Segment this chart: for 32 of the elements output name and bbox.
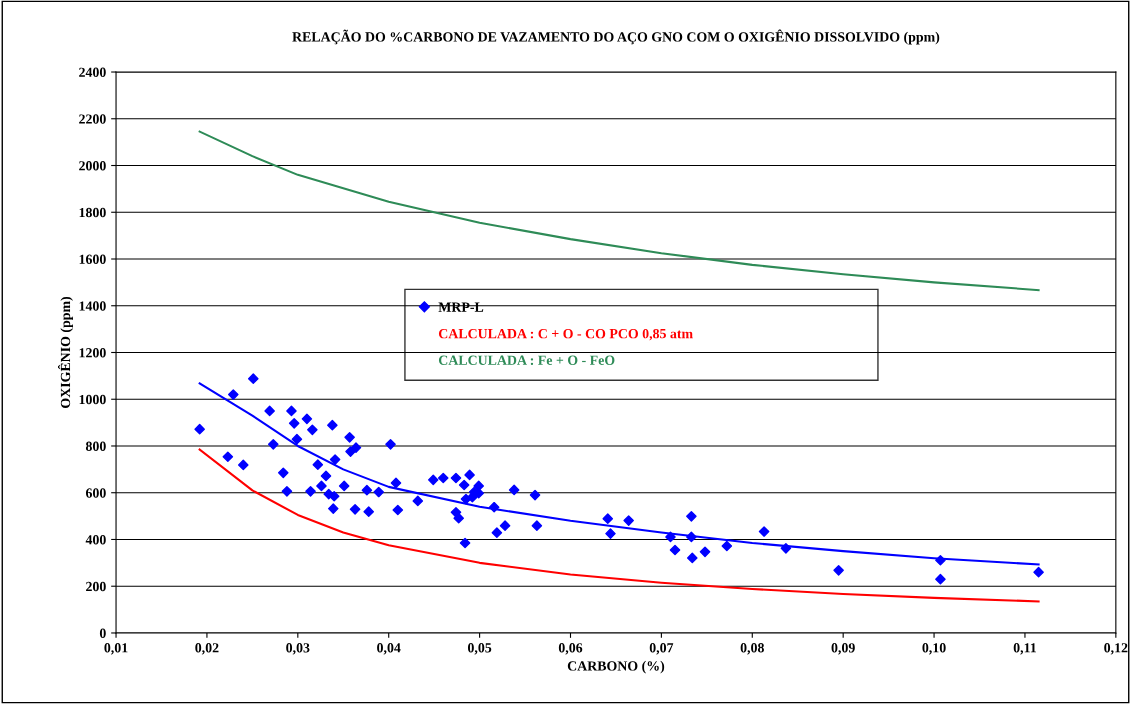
x-tick-label: 0,11 <box>1013 643 1037 655</box>
text: CALCULADA : Fe + O - FeO <box>438 355 615 365</box>
chart-title: RELAÇÃO DO %CARBONO DE VAZAMENTO DO AÇO GNO COM O OXIGÊNIO DISSOLVIDO (ppm) <box>292 29 940 45</box>
y-tick-label: 1000 <box>79 394 106 405</box>
line-series <box>198 448 1040 603</box>
y-tick-label: 1800 <box>79 207 106 218</box>
text: CALCULADA : C + O - CO PCO 0,85 atm <box>438 328 693 341</box>
x-tick-label: 0,03 <box>286 643 310 655</box>
x-axis-title: CARBONO (%) <box>567 660 665 674</box>
y-tick-label: 0 <box>99 628 106 638</box>
x-tick-label: 0,06 <box>558 643 583 655</box>
y-tick-label: 2000 <box>79 161 106 171</box>
y-tick-label: 600 <box>85 488 106 498</box>
y-tick-label: 200 <box>86 581 106 592</box>
x-tick-label: 0,01 <box>104 643 128 655</box>
x-tick-label: 0,05 <box>467 643 492 655</box>
x-tick-label: 0,12 <box>1104 643 1128 655</box>
y-tick-label: 2400 <box>79 67 106 77</box>
y-tick-label: 800 <box>85 441 106 451</box>
y-tick-label: 1400 <box>79 301 106 311</box>
x-tick-label: 0,10 <box>922 643 946 655</box>
y-tick-label: 1200 <box>79 348 106 358</box>
x-tick-label: 0,08 <box>740 643 764 655</box>
y-tick-label: 400 <box>85 535 106 545</box>
x-tick-label: 0,07 <box>649 643 674 655</box>
x-tick-label: 0,02 <box>195 643 219 655</box>
x-tick-label: 0,04 <box>377 643 401 655</box>
x-tick-label: 0,09 <box>831 643 855 655</box>
y-tick-label: 2200 <box>79 114 106 124</box>
y-tick-label: 1600 <box>79 254 106 264</box>
y-axis-title: OXIGÊNIO (ppm) <box>58 296 73 408</box>
line-series <box>198 130 1040 292</box>
